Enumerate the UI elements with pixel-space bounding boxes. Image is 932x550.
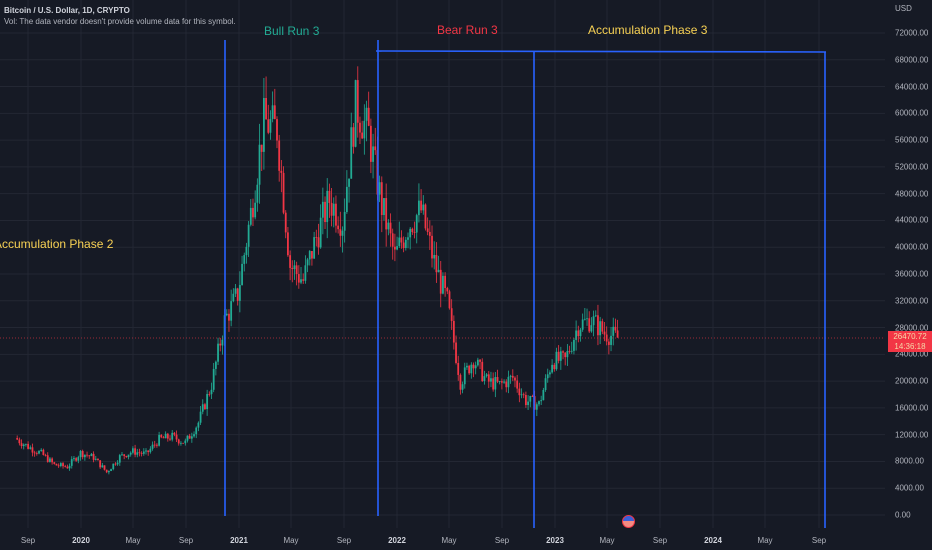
price-tick: 60000.00	[895, 108, 929, 118]
price-tick: 52000.00	[895, 162, 929, 172]
us-flag-event-icon[interactable]	[622, 515, 635, 528]
price-tick: 68000.00	[895, 55, 929, 65]
price-tick: 24000.00	[895, 349, 929, 359]
price-tick: 64000.00	[895, 82, 929, 92]
last-price-badge: 26470.72 14:36:18	[888, 331, 932, 352]
price-tick: 0.00	[895, 510, 911, 520]
time-tick: Sep	[811, 536, 827, 545]
symbol-title[interactable]: Bitcoin / U.S. Dollar, 1D, CRYPTO	[4, 6, 130, 15]
price-tick: 28000.00	[895, 323, 929, 333]
price-tick: 56000.00	[895, 135, 929, 145]
price-tick: 4000.00	[895, 483, 924, 493]
time-tick: 2024	[704, 536, 722, 545]
price-chart-canvas[interactable]	[0, 0, 885, 528]
time-tick: 2021	[230, 536, 248, 545]
last-price-value: 26470.72	[893, 332, 927, 341]
time-tick: 2023	[546, 536, 564, 545]
price-tick: 36000.00	[895, 269, 929, 279]
price-tick: 72000.00	[895, 28, 929, 38]
time-tick: Sep	[652, 536, 668, 545]
currency-label: USD	[895, 4, 912, 13]
time-tick: Sep	[494, 536, 510, 545]
label-accumulation-phase-3: Accumulation Phase 3	[588, 23, 708, 37]
time-tick: 2020	[72, 536, 90, 545]
phase-lines	[224, 40, 827, 528]
price-tick: 12000.00	[895, 430, 929, 440]
bar-countdown: 14:36:18	[894, 342, 926, 351]
time-tick: May	[441, 536, 457, 545]
time-tick: May	[599, 536, 615, 545]
time-tick: Sep	[336, 536, 352, 545]
price-tick: 32000.00	[895, 296, 929, 306]
time-tick: Sep	[20, 536, 36, 545]
volume-note: Vol: The data vendor doesn't provide vol…	[4, 17, 236, 26]
symbol-legend: Bitcoin / U.S. Dollar, 1D, CRYPTO Vol: T…	[4, 5, 236, 27]
label-accumulation-phase-2: Accumulation Phase 2	[0, 237, 114, 251]
price-tick: 20000.00	[895, 376, 929, 386]
price-tick: 48000.00	[895, 189, 929, 199]
time-tick: May	[757, 536, 773, 545]
bear-top-line	[375, 50, 827, 53]
time-tick: May	[125, 536, 141, 545]
time-tick: 2022	[388, 536, 406, 545]
price-tick: 16000.00	[895, 403, 929, 413]
price-tick: 44000.00	[895, 215, 929, 225]
candlestick-series	[16, 66, 619, 475]
price-tick: 8000.00	[895, 456, 924, 466]
time-tick: Sep	[178, 536, 194, 545]
label-bull-run-3: Bull Run 3	[264, 24, 320, 38]
time-tick: May	[283, 536, 299, 545]
price-tick: 40000.00	[895, 242, 929, 252]
label-bear-run-3: Bear Run 3	[437, 23, 498, 37]
